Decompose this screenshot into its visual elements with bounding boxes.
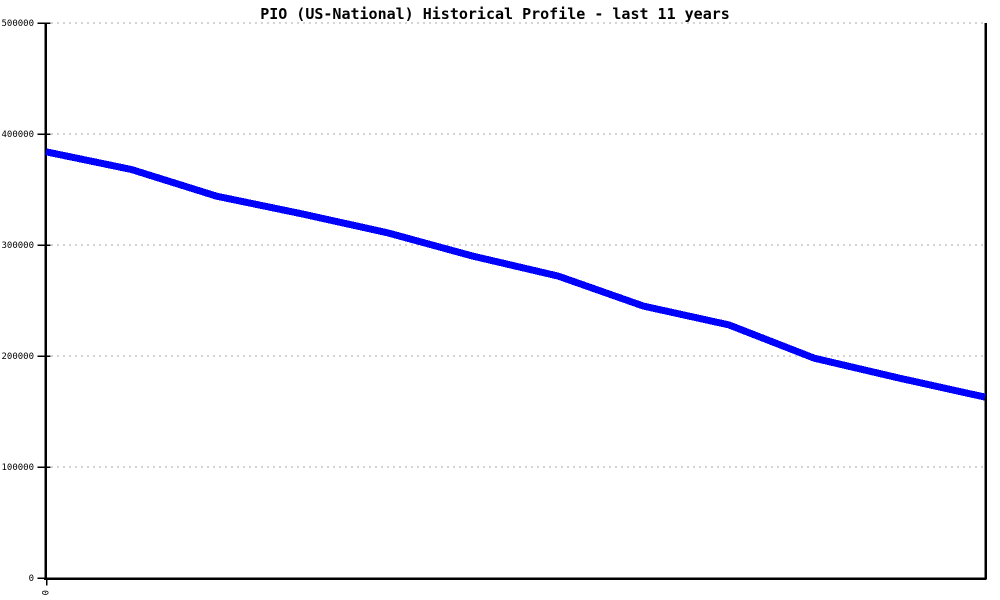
y-tick-label: 400000 (1, 130, 34, 140)
data-series-line (45, 148, 986, 401)
y-tick-label: 0 (29, 574, 34, 584)
chart-title: PIO (US-National) Historical Profile - l… (260, 5, 730, 23)
y-tick-label: 500000 (1, 19, 34, 29)
y-tick-label: 100000 (1, 463, 34, 473)
y-tick-label: 300000 (1, 241, 34, 251)
x-tick-label: 0 (39, 590, 49, 595)
y-tick-label: 200000 (1, 352, 34, 362)
